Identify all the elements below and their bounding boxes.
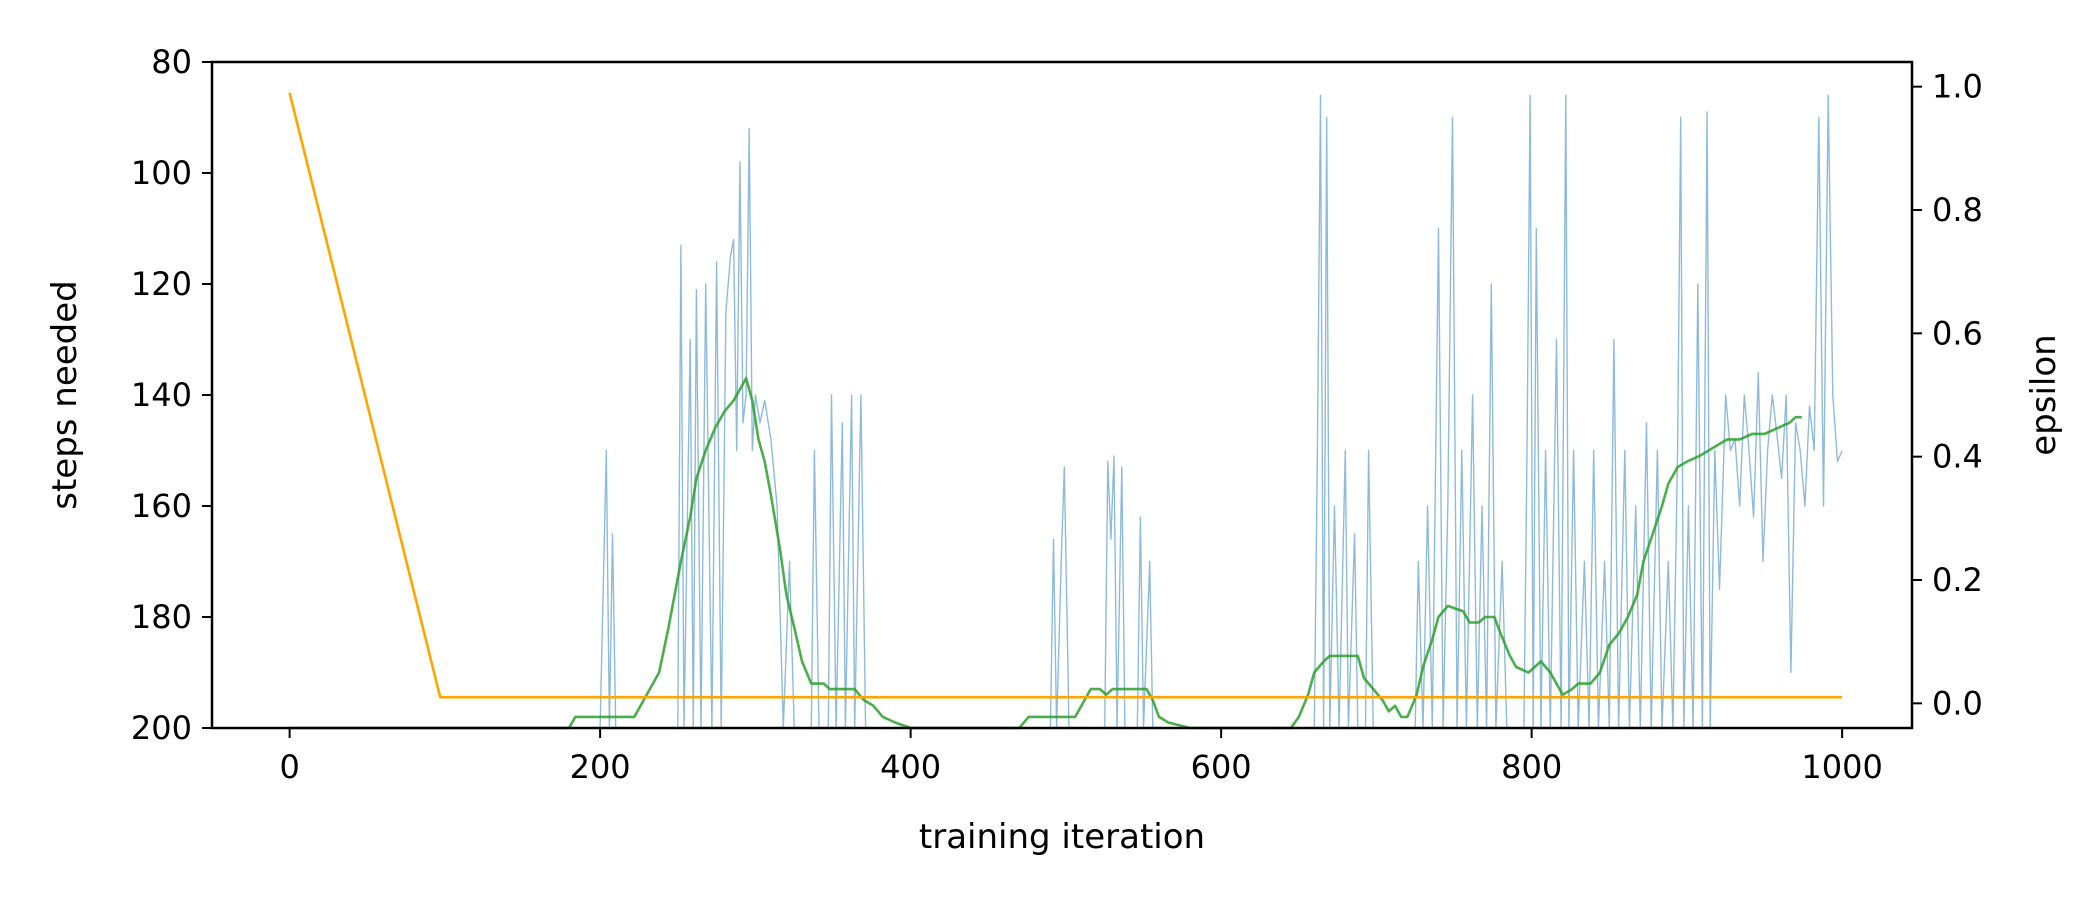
y-left-tick-label: 100 xyxy=(131,154,192,192)
x-tick-label: 800 xyxy=(1501,748,1562,786)
y-axis-right-label: epsilon xyxy=(2024,334,2064,455)
y-right-tick-label: 0.0 xyxy=(1932,684,1983,722)
x-tick-label: 600 xyxy=(1191,748,1252,786)
y-axis-left: 80 100 120 140 160 180 200 xyxy=(131,43,212,747)
y-left-tick-label: 160 xyxy=(131,487,192,525)
y-left-tick-label: 200 xyxy=(131,709,192,747)
y-left-tick-label: 80 xyxy=(151,43,192,81)
y-left-tick-label: 180 xyxy=(131,598,192,636)
y-left-tick-label: 140 xyxy=(131,376,192,414)
x-axis: 0 200 400 600 800 1000 xyxy=(279,728,1883,786)
x-axis-label: training iteration xyxy=(919,817,1205,857)
x-tick-label: 0 xyxy=(279,748,299,786)
y-right-tick-label: 0.2 xyxy=(1932,561,1983,599)
x-tick-label: 200 xyxy=(570,748,631,786)
y-right-tick-label: 1.0 xyxy=(1932,68,1983,106)
y-right-tick-label: 0.6 xyxy=(1932,314,1983,352)
x-tick-label: 400 xyxy=(880,748,941,786)
y-axis-left-label: steps needed xyxy=(45,280,85,510)
y-left-tick-label: 120 xyxy=(131,265,192,303)
y-right-tick-label: 0.8 xyxy=(1932,191,1983,229)
y-right-tick-label: 0.4 xyxy=(1932,438,1983,476)
series-line-3 xyxy=(288,92,1843,699)
x-tick-label: 1000 xyxy=(1801,748,1882,786)
series-line-2 xyxy=(289,377,1802,730)
y-axis-right: 0.0 0.2 0.4 0.6 0.8 1.0 xyxy=(1912,68,1983,722)
